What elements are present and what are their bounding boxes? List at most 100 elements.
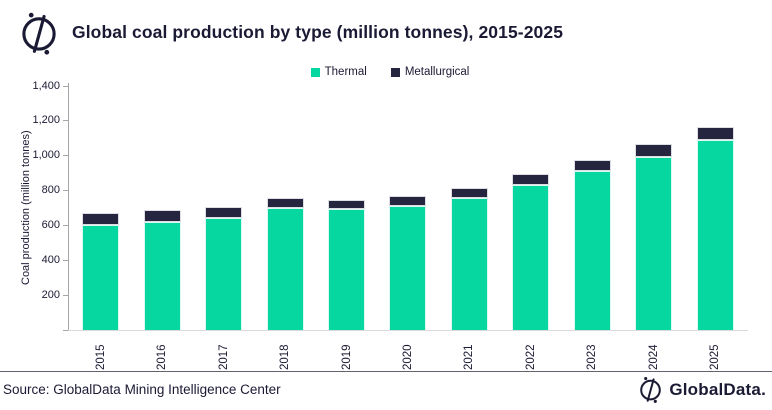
y-tick-mark [63, 120, 68, 122]
globaldata-logo-icon [22, 12, 56, 55]
y-tick-mark [63, 224, 68, 226]
bar-segment-thermal-2025 [696, 140, 734, 330]
legend-item-metallurgical: Metallurgical [390, 66, 470, 78]
bar-2015 [82, 213, 120, 330]
bar-segment-metallurgical-2023 [573, 159, 611, 172]
bar-2024 [635, 144, 673, 330]
bar-slot-2016 [131, 86, 192, 330]
brand-wordmark: GlobalData. [669, 379, 766, 399]
bar-slot-2017 [193, 86, 254, 330]
chart-legend: Thermal Metallurgical [70, 66, 710, 78]
bar-slot-2025 [685, 86, 746, 330]
bar-2021 [450, 188, 488, 330]
plot-area [70, 86, 746, 330]
legend-label-metallurgical: Metallurgical [404, 66, 470, 78]
bar-segment-metallurgical-2024 [635, 144, 673, 157]
y-tick-label: 600 [41, 218, 60, 231]
bar-slot-2022 [500, 86, 561, 330]
bar-segment-thermal-2017 [205, 217, 243, 330]
bar-slot-2020 [377, 86, 438, 330]
bar-2023 [573, 159, 611, 330]
brand-lockup: GlobalData. [637, 376, 766, 403]
x-label-slot: 2025 [685, 336, 746, 370]
y-tick-mark [63, 259, 68, 261]
bar-segment-thermal-2022 [512, 184, 550, 330]
x-tick-label-2021: 2021 [463, 344, 476, 370]
x-label-slot: 2020 [377, 336, 438, 370]
y-tick-mark [63, 329, 68, 331]
bar-segment-metallurgical-2020 [389, 196, 427, 206]
bar-slot-2024 [623, 86, 684, 330]
y-tick-label: 1,200 [32, 114, 60, 127]
source-attribution: Source: GlobalData Mining Intelligence C… [3, 382, 281, 397]
x-axis-baseline [68, 330, 748, 331]
bar-segment-thermal-2024 [635, 156, 673, 330]
x-tick-label-2018: 2018 [279, 344, 292, 370]
globaldata-logo-icon [640, 376, 662, 403]
x-label-slot: 2022 [500, 336, 561, 370]
bar-segment-metallurgical-2025 [696, 126, 734, 140]
x-label-slot: 2017 [193, 336, 254, 370]
bar-segment-thermal-2021 [450, 197, 488, 330]
bar-2020 [389, 196, 427, 330]
y-tick-mark [63, 294, 68, 296]
x-tick-label-2024: 2024 [647, 344, 660, 370]
bar-segment-metallurgical-2017 [205, 207, 243, 218]
x-label-slot: 2016 [131, 336, 192, 370]
y-tick-label: 400 [41, 253, 60, 266]
x-tick-label-2025: 2025 [709, 344, 722, 370]
y-tick-label: 200 [41, 288, 60, 301]
bar-2017 [205, 207, 243, 330]
bar-slot-2018 [254, 86, 315, 330]
y-tick-mark [63, 155, 68, 157]
x-tick-label-2019: 2019 [340, 344, 353, 370]
metallurgical-swatch-icon [390, 67, 400, 77]
y-tick-mark [63, 190, 68, 192]
bar-2016 [143, 209, 181, 330]
bar-segment-metallurgical-2018 [266, 198, 304, 208]
bar-slot-2021 [439, 86, 500, 330]
x-label-slot: 2024 [623, 336, 684, 370]
bar-segment-thermal-2019 [328, 209, 366, 330]
bar-segment-thermal-2015 [82, 224, 120, 330]
bar-segment-thermal-2023 [573, 171, 611, 330]
bar-segment-metallurgical-2022 [512, 173, 550, 185]
x-label-slot: 2019 [316, 336, 377, 370]
y-tick-label: 1,000 [32, 149, 60, 162]
bar-segment-metallurgical-2016 [143, 209, 181, 222]
bar-slot-2023 [562, 86, 623, 330]
bar-segment-thermal-2016 [143, 221, 181, 330]
legend-label-thermal: Thermal [324, 66, 367, 78]
x-tick-label-2020: 2020 [401, 344, 414, 370]
y-tick-mark [63, 85, 68, 87]
x-label-slot: 2021 [439, 336, 500, 370]
page-title: Global coal production by type (million … [72, 22, 564, 42]
bar-slot-2015 [70, 86, 131, 330]
bar-segment-metallurgical-2019 [328, 200, 366, 210]
x-label-slot: 2023 [562, 336, 623, 370]
bar-2022 [512, 173, 550, 330]
footer-divider [0, 371, 772, 372]
x-axis-labels: 2015 2016 2017 2018 2019 2020 2021 2022 2023 2024… [70, 336, 746, 370]
bar-segment-thermal-2020 [389, 205, 427, 330]
bar-segment-metallurgical-2015 [82, 213, 120, 225]
x-tick-label-2015: 2015 [94, 344, 107, 370]
bar-2025 [696, 126, 734, 330]
x-tick-label-2023: 2023 [586, 344, 599, 370]
thermal-swatch-icon [310, 67, 320, 77]
x-tick-label-2017: 2017 [217, 344, 230, 370]
x-tick-label-2022: 2022 [524, 344, 537, 370]
bar-slot-2019 [316, 86, 377, 330]
bar-2018 [266, 198, 304, 330]
x-label-slot: 2018 [254, 336, 315, 370]
bar-2019 [328, 200, 366, 330]
y-tick-label: 1,400 [32, 79, 60, 92]
y-axis-line [68, 83, 69, 331]
bar-segment-thermal-2018 [266, 208, 304, 330]
x-label-slot: 2015 [70, 336, 131, 370]
legend-item-thermal: Thermal [310, 66, 367, 78]
bar-segment-metallurgical-2021 [450, 188, 488, 198]
x-tick-label-2016: 2016 [156, 344, 169, 370]
y-tick-label: 800 [41, 184, 60, 197]
